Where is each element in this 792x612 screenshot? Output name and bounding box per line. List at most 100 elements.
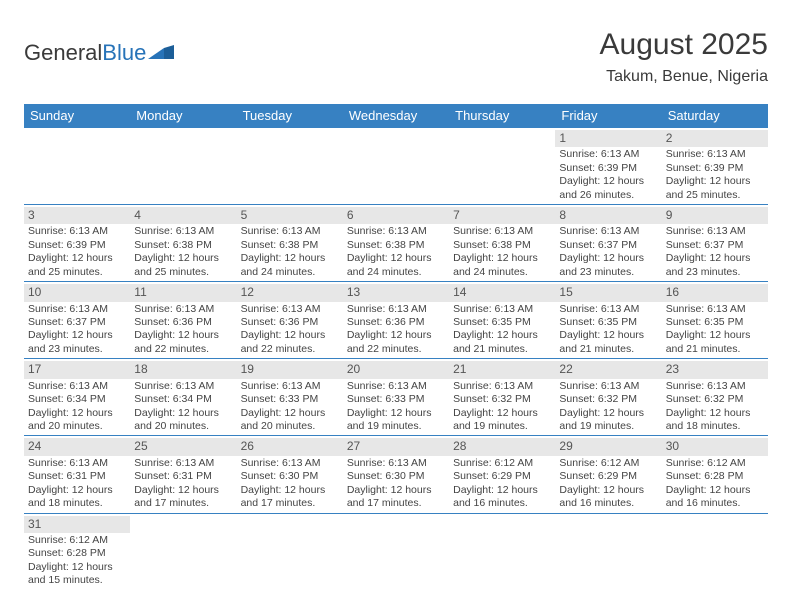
cell-day1: Daylight: 12 hours	[28, 329, 126, 342]
logo-text-blue: Blue	[102, 40, 146, 66]
cell-day1: Daylight: 12 hours	[559, 329, 657, 342]
cell-day1: Daylight: 12 hours	[241, 329, 339, 342]
cell-sunrise: Sunrise: 6:13 AM	[28, 457, 126, 470]
calendar-cell: 12Sunrise: 6:13 AMSunset: 6:36 PMDayligh…	[237, 282, 343, 358]
calendar-cell: 6Sunrise: 6:13 AMSunset: 6:38 PMDaylight…	[343, 205, 449, 281]
day-number: 27	[343, 438, 449, 455]
day-header: Tuesday	[237, 104, 343, 128]
cell-sunrise: Sunrise: 6:13 AM	[453, 303, 551, 316]
cell-day2: and 25 minutes.	[666, 189, 764, 202]
cell-day2: and 23 minutes.	[559, 266, 657, 279]
cell-sunrise: Sunrise: 6:13 AM	[347, 225, 445, 238]
cell-sunset: Sunset: 6:36 PM	[134, 316, 232, 329]
cell-sunrise: Sunrise: 6:12 AM	[453, 457, 551, 470]
cell-day2: and 15 minutes.	[28, 574, 126, 587]
cell-sunset: Sunset: 6:39 PM	[28, 239, 126, 252]
cell-day2: and 19 minutes.	[453, 420, 551, 433]
cell-sunset: Sunset: 6:35 PM	[559, 316, 657, 329]
cell-sunrise: Sunrise: 6:13 AM	[347, 380, 445, 393]
day-number: 12	[237, 284, 343, 301]
cell-sunrise: Sunrise: 6:12 AM	[28, 534, 126, 547]
logo-text-general: General	[24, 40, 102, 66]
cell-sunset: Sunset: 6:31 PM	[28, 470, 126, 483]
cell-day2: and 16 minutes.	[453, 497, 551, 510]
day-header: Friday	[555, 104, 661, 128]
cell-day1: Daylight: 12 hours	[28, 561, 126, 574]
cell-day2: and 25 minutes.	[134, 266, 232, 279]
cell-sunrise: Sunrise: 6:13 AM	[28, 303, 126, 316]
cell-sunset: Sunset: 6:36 PM	[241, 316, 339, 329]
cell-day2: and 20 minutes.	[241, 420, 339, 433]
cell-sunrise: Sunrise: 6:12 AM	[666, 457, 764, 470]
cell-day2: and 17 minutes.	[347, 497, 445, 510]
cell-day1: Daylight: 12 hours	[241, 407, 339, 420]
day-number: 20	[343, 361, 449, 378]
cell-sunset: Sunset: 6:29 PM	[453, 470, 551, 483]
cell-sunset: Sunset: 6:35 PM	[453, 316, 551, 329]
cell-sunset: Sunset: 6:32 PM	[666, 393, 764, 406]
calendar-cell-blank	[662, 514, 768, 590]
calendar-cell-blank	[449, 514, 555, 590]
cell-day1: Daylight: 12 hours	[347, 484, 445, 497]
cell-day1: Daylight: 12 hours	[559, 407, 657, 420]
cell-day2: and 18 minutes.	[28, 497, 126, 510]
cell-day2: and 19 minutes.	[559, 420, 657, 433]
cell-sunrise: Sunrise: 6:13 AM	[241, 225, 339, 238]
day-number: 7	[449, 207, 555, 224]
cell-sunset: Sunset: 6:31 PM	[134, 470, 232, 483]
calendar-cell: 27Sunrise: 6:13 AMSunset: 6:30 PMDayligh…	[343, 436, 449, 512]
calendar-cell: 4Sunrise: 6:13 AMSunset: 6:38 PMDaylight…	[130, 205, 236, 281]
calendar-cell-blank	[449, 128, 555, 204]
cell-day1: Daylight: 12 hours	[559, 484, 657, 497]
cell-sunrise: Sunrise: 6:13 AM	[134, 380, 232, 393]
calendar-cell: 20Sunrise: 6:13 AMSunset: 6:33 PMDayligh…	[343, 359, 449, 435]
cell-day2: and 24 minutes.	[453, 266, 551, 279]
day-number: 25	[130, 438, 236, 455]
cell-day2: and 17 minutes.	[241, 497, 339, 510]
day-number: 28	[449, 438, 555, 455]
cell-day1: Daylight: 12 hours	[666, 329, 764, 342]
calendar-cell: 13Sunrise: 6:13 AMSunset: 6:36 PMDayligh…	[343, 282, 449, 358]
cell-day2: and 18 minutes.	[666, 420, 764, 433]
day-number: 11	[130, 284, 236, 301]
cell-day2: and 23 minutes.	[666, 266, 764, 279]
cell-day1: Daylight: 12 hours	[347, 407, 445, 420]
calendar-cell-blank	[555, 514, 661, 590]
cell-sunset: Sunset: 6:38 PM	[347, 239, 445, 252]
cell-sunrise: Sunrise: 6:13 AM	[28, 380, 126, 393]
cell-sunrise: Sunrise: 6:13 AM	[559, 303, 657, 316]
cell-day1: Daylight: 12 hours	[559, 252, 657, 265]
day-number: 10	[24, 284, 130, 301]
calendar-cell: 24Sunrise: 6:13 AMSunset: 6:31 PMDayligh…	[24, 436, 130, 512]
cell-sunrise: Sunrise: 6:13 AM	[28, 225, 126, 238]
day-number: 5	[237, 207, 343, 224]
cell-sunrise: Sunrise: 6:13 AM	[241, 457, 339, 470]
cell-day1: Daylight: 12 hours	[241, 484, 339, 497]
cell-sunset: Sunset: 6:34 PM	[134, 393, 232, 406]
calendar-cell: 31Sunrise: 6:12 AMSunset: 6:28 PMDayligh…	[24, 514, 130, 590]
cell-sunrise: Sunrise: 6:13 AM	[666, 380, 764, 393]
calendar-cell: 10Sunrise: 6:13 AMSunset: 6:37 PMDayligh…	[24, 282, 130, 358]
calendar-cell-blank	[237, 128, 343, 204]
day-number: 17	[24, 361, 130, 378]
calendar-cell: 8Sunrise: 6:13 AMSunset: 6:37 PMDaylight…	[555, 205, 661, 281]
cell-sunrise: Sunrise: 6:13 AM	[134, 303, 232, 316]
day-number: 18	[130, 361, 236, 378]
cell-day2: and 20 minutes.	[134, 420, 232, 433]
cell-sunset: Sunset: 6:28 PM	[28, 547, 126, 560]
cell-sunset: Sunset: 6:29 PM	[559, 470, 657, 483]
day-number: 26	[237, 438, 343, 455]
cell-day2: and 20 minutes.	[28, 420, 126, 433]
day-header: Thursday	[449, 104, 555, 128]
cell-day1: Daylight: 12 hours	[134, 329, 232, 342]
day-number: 6	[343, 207, 449, 224]
calendar-cell-blank	[130, 514, 236, 590]
cell-sunrise: Sunrise: 6:13 AM	[134, 457, 232, 470]
calendar-cell-blank	[24, 128, 130, 204]
calendar-cell: 3Sunrise: 6:13 AMSunset: 6:39 PMDaylight…	[24, 205, 130, 281]
cell-day2: and 22 minutes.	[347, 343, 445, 356]
cell-day2: and 21 minutes.	[559, 343, 657, 356]
cell-day2: and 24 minutes.	[347, 266, 445, 279]
calendar-day-header-row: SundayMondayTuesdayWednesdayThursdayFrid…	[24, 104, 768, 128]
cell-sunset: Sunset: 6:39 PM	[666, 162, 764, 175]
